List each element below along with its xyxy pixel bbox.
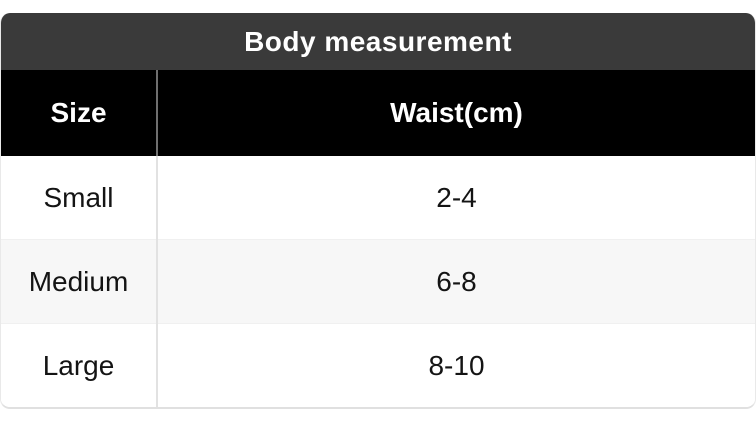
- header-row: Size Waist(cm): [1, 70, 755, 156]
- column-header-waist: Waist(cm): [157, 70, 755, 156]
- size-chart-table: Size Waist(cm) Small 2-4 Medium 6-8 Larg…: [1, 70, 755, 407]
- column-header-size: Size: [1, 70, 158, 156]
- table-row-large: Large 8-10: [1, 323, 755, 407]
- waist-cell: 8-10: [157, 323, 755, 407]
- size-chart-section: Body measurement Size Waist(cm) Small 2-…: [0, 13, 756, 409]
- size-cell: Medium: [1, 239, 158, 324]
- table-row-small: Small 2-4: [1, 156, 755, 240]
- table-row-medium: Medium 6-8: [1, 239, 755, 324]
- size-cell: Large: [1, 323, 158, 407]
- waist-cell: 6-8: [157, 239, 755, 324]
- size-cell: Small: [1, 156, 158, 240]
- table-title-bar: Body measurement: [1, 13, 755, 70]
- table-title: Body measurement: [244, 26, 512, 57]
- waist-cell: 2-4: [157, 156, 755, 240]
